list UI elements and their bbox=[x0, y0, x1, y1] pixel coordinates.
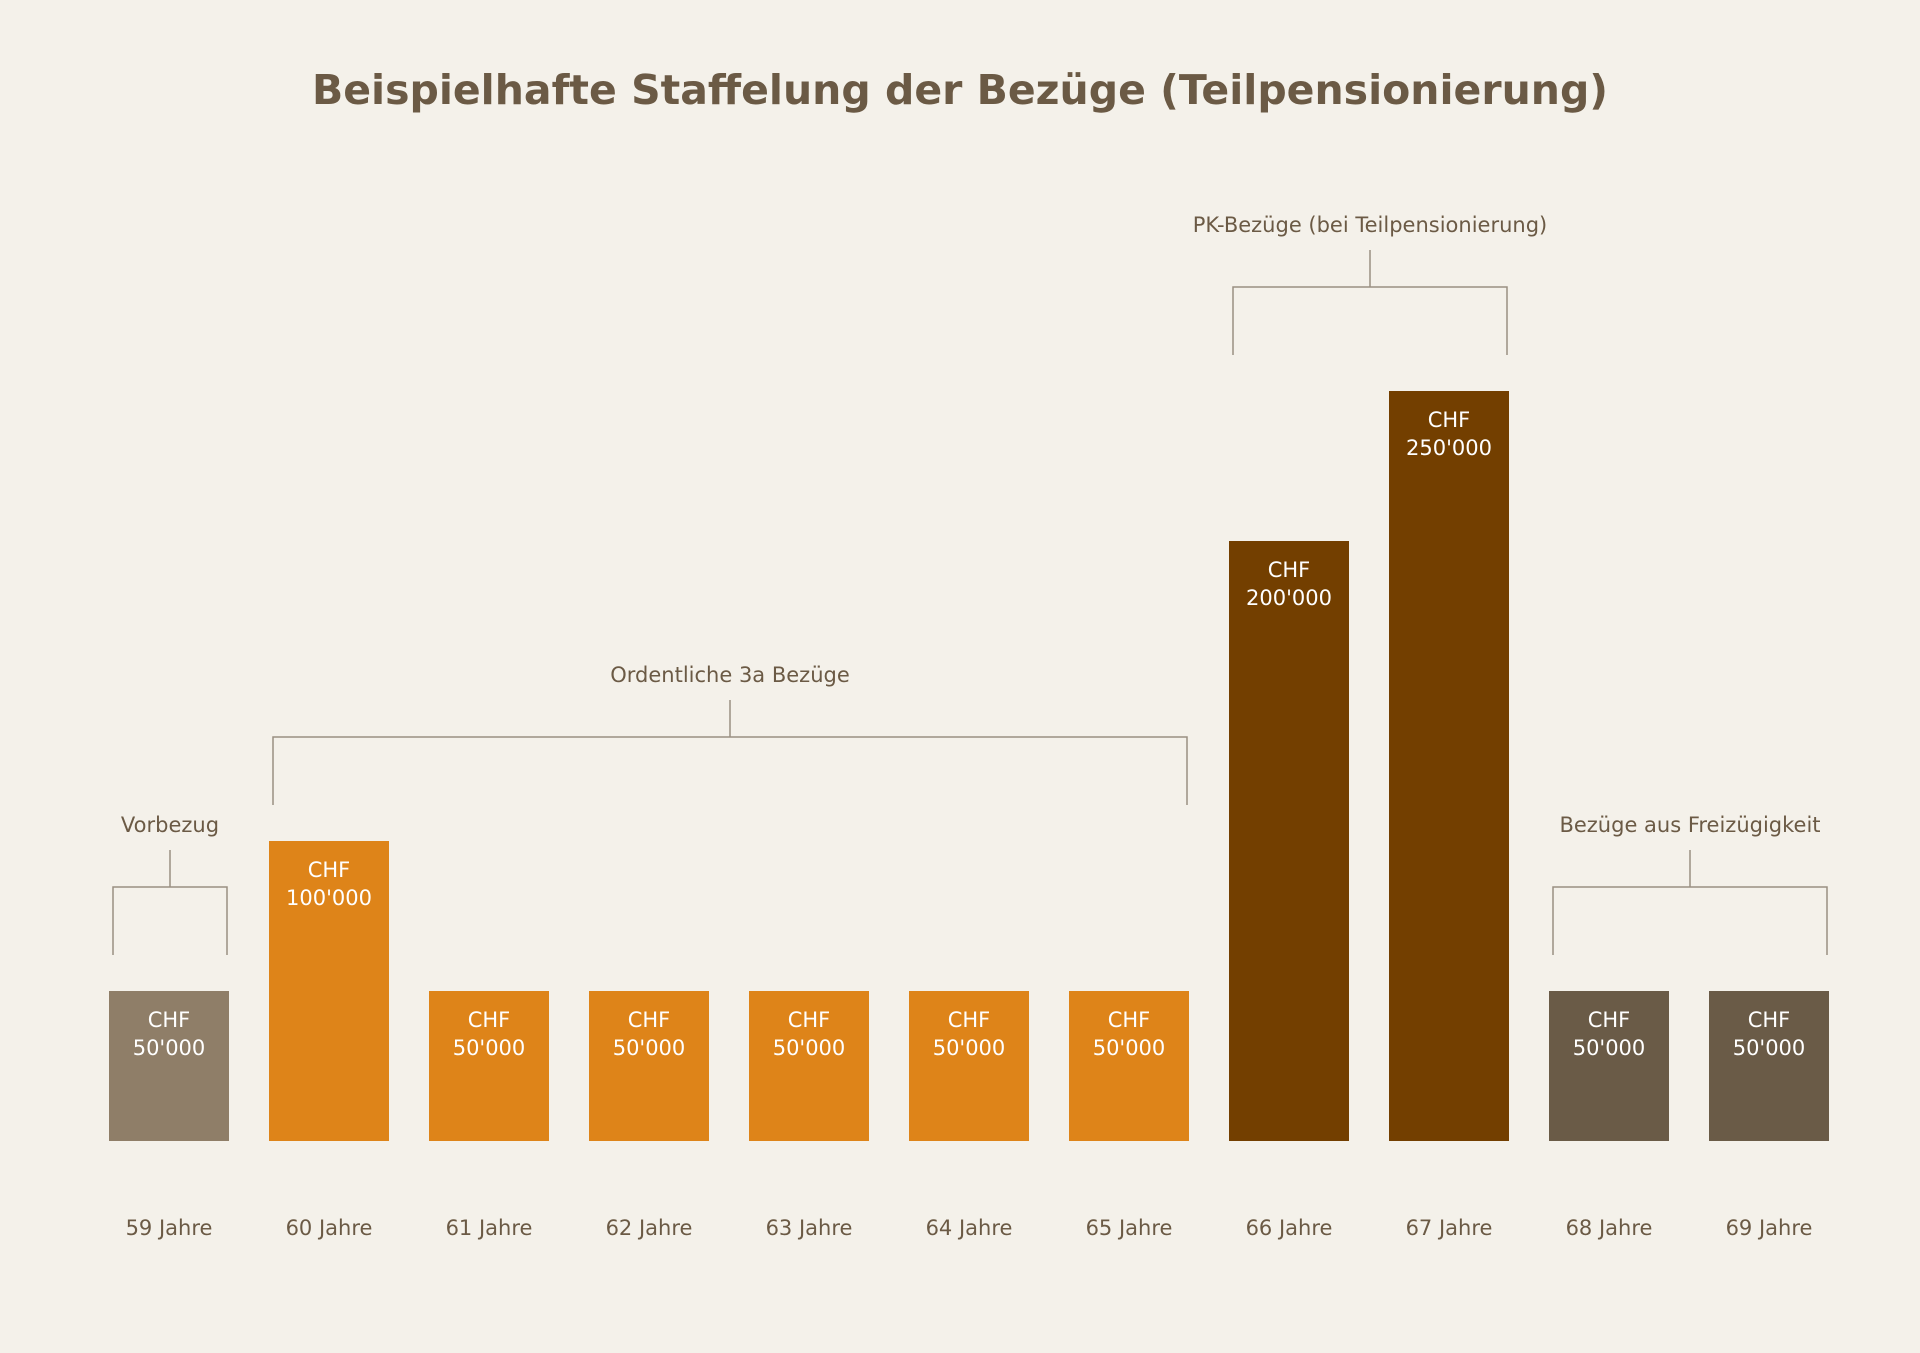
bar-7 bbox=[1069, 991, 1189, 1141]
bar-value-label-10: CHF 50'000 bbox=[1573, 1008, 1646, 1060]
group-bracket-pk bbox=[1232, 250, 1508, 355]
group-label-ordentlich: Ordentliche 3a Bezüge bbox=[610, 663, 850, 687]
bar-value-label-5: CHF 50'000 bbox=[773, 1008, 846, 1060]
x-tick-label-2: 60 Jahre bbox=[286, 1216, 373, 1240]
bar-value-label-line: 50'000 bbox=[133, 1036, 206, 1060]
bar-value-label-1: CHF 50'000 bbox=[133, 1008, 206, 1060]
bar-value-label-line: 50'000 bbox=[1093, 1036, 1166, 1060]
bar-value-label-7: CHF 50'000 bbox=[1093, 1008, 1166, 1060]
x-tick-label-9: 67 Jahre bbox=[1406, 1216, 1493, 1240]
bar-value-label-line: CHF bbox=[308, 858, 351, 882]
bar-9 bbox=[1389, 391, 1509, 1141]
group-brackets: Vorbezug Ordentliche 3a Bezüge PK-Bezüge (… bbox=[112, 213, 1828, 955]
bar-value-label-line: 100'000 bbox=[286, 886, 372, 910]
bar-8 bbox=[1229, 541, 1349, 1141]
bar-value-label-9: CHF 250'000 bbox=[1406, 408, 1492, 460]
bar-value-label-line: CHF bbox=[948, 1008, 991, 1032]
bar-value-label-line: CHF bbox=[628, 1008, 671, 1032]
x-tick-label-8: 66 Jahre bbox=[1246, 1216, 1333, 1240]
bar-value-label-line: 50'000 bbox=[453, 1036, 526, 1060]
x-tick-label-3: 61 Jahre bbox=[446, 1216, 533, 1240]
bar-value-label-line: 50'000 bbox=[613, 1036, 686, 1060]
bar-value-label-2: CHF 100'000 bbox=[286, 858, 372, 910]
x-tick-label-11: 69 Jahre bbox=[1726, 1216, 1813, 1240]
bar-value-label-line: CHF bbox=[788, 1008, 831, 1032]
bar-value-label-3: CHF 50'000 bbox=[453, 1008, 526, 1060]
group-bracket-freizuegigkeit bbox=[1552, 850, 1828, 955]
bar-value-label-8: CHF 200'000 bbox=[1246, 558, 1332, 610]
bar-value-label-line: 250'000 bbox=[1406, 436, 1492, 460]
x-axis-labels: 59 Jahre 60 Jahre 61 Jahre 62 Jahre 63 Jahre… bbox=[126, 1216, 1813, 1240]
bar-value-label-line: CHF bbox=[1588, 1008, 1631, 1032]
bar-value-label-11: CHF 50'000 bbox=[1733, 1008, 1806, 1060]
bar-1 bbox=[109, 991, 229, 1141]
group-bracket-ordentlich bbox=[272, 700, 1188, 805]
bar-value-label-line: CHF bbox=[1108, 1008, 1151, 1032]
bar-value-label-line: CHF bbox=[1748, 1008, 1791, 1032]
x-tick-label-6: 64 Jahre bbox=[926, 1216, 1013, 1240]
bar-value-label-line: CHF bbox=[1428, 408, 1471, 432]
group-label-pk: PK-Bezüge (bei Teilpensionierung) bbox=[1193, 213, 1547, 237]
group-label-freizuegigkeit: Bezüge aus Freizügigkeit bbox=[1559, 813, 1820, 837]
bar-value-label-line: 50'000 bbox=[933, 1036, 1006, 1060]
chart-title: Beispielhafte Staffelung der Bezüge (Tei… bbox=[312, 66, 1608, 114]
bar-value-label-line: 200'000 bbox=[1246, 586, 1332, 610]
bar-5 bbox=[749, 991, 869, 1141]
x-tick-label-10: 68 Jahre bbox=[1566, 1216, 1653, 1240]
bar-value-label-line: CHF bbox=[148, 1008, 191, 1032]
bar-11 bbox=[1709, 991, 1829, 1141]
bar-value-label-line: CHF bbox=[468, 1008, 511, 1032]
x-tick-label-5: 63 Jahre bbox=[766, 1216, 853, 1240]
bar-value-label-line: 50'000 bbox=[1573, 1036, 1646, 1060]
bar-value-label-4: CHF 50'000 bbox=[613, 1008, 686, 1060]
bar-3 bbox=[429, 991, 549, 1141]
x-tick-label-1: 59 Jahre bbox=[126, 1216, 213, 1240]
bar-value-label-6: CHF 50'000 bbox=[933, 1008, 1006, 1060]
bar-6 bbox=[909, 991, 1029, 1141]
group-bracket-vorbezug bbox=[112, 850, 228, 955]
bar-2 bbox=[269, 841, 389, 1141]
bar-value-label-line: CHF bbox=[1268, 558, 1311, 582]
bar-value-label-line: 50'000 bbox=[1733, 1036, 1806, 1060]
bar-10 bbox=[1549, 991, 1669, 1141]
bar-value-label-line: 50'000 bbox=[773, 1036, 846, 1060]
bar-4 bbox=[589, 991, 709, 1141]
x-tick-label-4: 62 Jahre bbox=[606, 1216, 693, 1240]
group-label-vorbezug: Vorbezug bbox=[121, 813, 219, 837]
x-tick-label-7: 65 Jahre bbox=[1086, 1216, 1173, 1240]
